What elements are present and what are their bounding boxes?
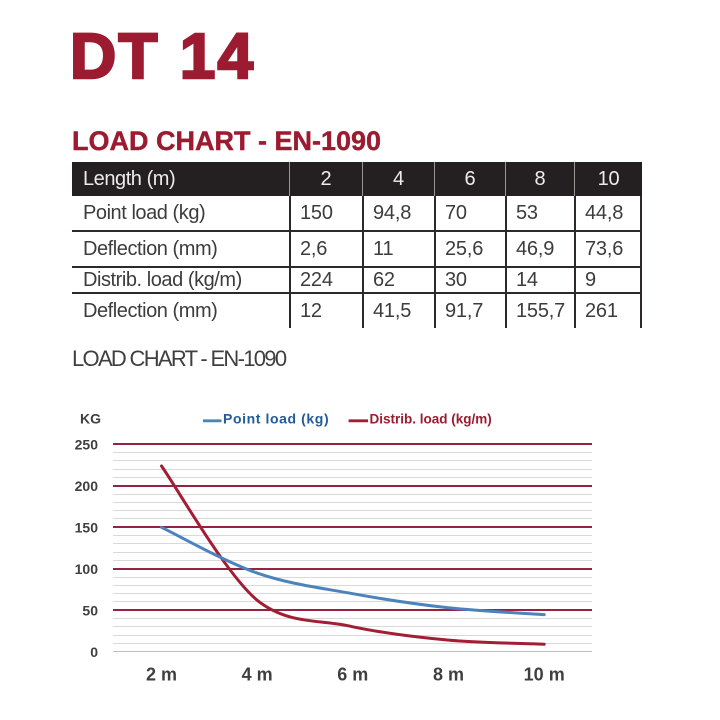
svg-text:Point load (kg): Point load (kg)	[223, 410, 329, 426]
svg-text:2 m: 2 m	[146, 665, 177, 685]
svg-text:150: 150	[75, 519, 99, 535]
svg-text:50: 50	[82, 602, 98, 618]
svg-text:250: 250	[75, 437, 99, 453]
svg-text:0: 0	[90, 644, 98, 660]
svg-text:4 m: 4 m	[242, 665, 273, 685]
svg-text:100: 100	[75, 561, 99, 577]
svg-text:200: 200	[75, 478, 99, 494]
svg-text:KG: KG	[80, 411, 101, 427]
svg-text:Distrib. load (kg/m): Distrib. load (kg/m)	[370, 411, 492, 426]
svg-text:6 m: 6 m	[337, 665, 368, 685]
svg-text:10 m: 10 m	[524, 665, 565, 685]
svg-text:8 m: 8 m	[433, 665, 464, 685]
